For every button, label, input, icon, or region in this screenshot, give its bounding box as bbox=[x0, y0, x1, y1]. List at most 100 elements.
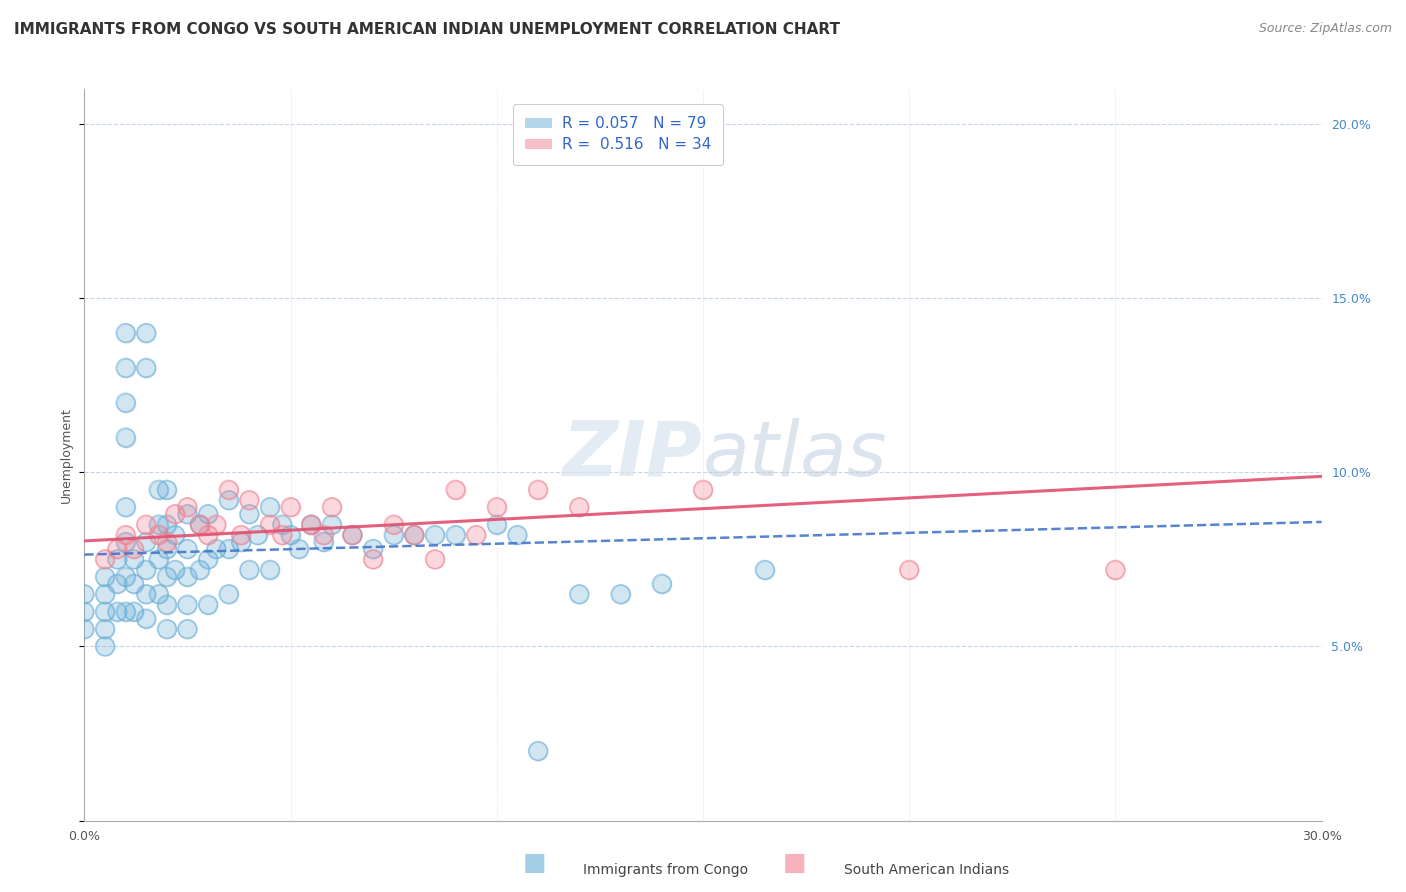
Point bbox=[485, 517, 508, 532]
Point bbox=[105, 552, 128, 566]
Point bbox=[135, 360, 157, 375]
Point bbox=[188, 517, 211, 532]
Point bbox=[176, 507, 198, 521]
Point bbox=[280, 500, 302, 515]
Point bbox=[165, 507, 187, 521]
Point bbox=[259, 517, 281, 532]
Point bbox=[135, 517, 157, 532]
Point bbox=[122, 552, 145, 566]
Point bbox=[148, 552, 170, 566]
Point bbox=[176, 598, 198, 612]
Point bbox=[114, 500, 136, 515]
Text: ZIP: ZIP bbox=[564, 418, 703, 491]
Point bbox=[148, 528, 170, 542]
Point bbox=[246, 528, 269, 542]
Point bbox=[382, 517, 405, 532]
Point bbox=[176, 500, 198, 515]
Point bbox=[94, 605, 117, 619]
Point bbox=[246, 528, 269, 542]
Point bbox=[229, 535, 252, 549]
Point bbox=[165, 507, 187, 521]
Point bbox=[568, 500, 591, 515]
Point bbox=[148, 587, 170, 601]
Point bbox=[114, 605, 136, 619]
Point bbox=[382, 517, 405, 532]
Point bbox=[73, 622, 96, 636]
Point bbox=[754, 563, 776, 577]
Point bbox=[288, 541, 311, 556]
Point bbox=[485, 500, 508, 515]
Point bbox=[122, 605, 145, 619]
Point bbox=[73, 587, 96, 601]
Text: atlas: atlas bbox=[703, 418, 887, 491]
Point bbox=[229, 535, 252, 549]
Point bbox=[114, 360, 136, 375]
Point bbox=[361, 552, 384, 566]
Point bbox=[135, 535, 157, 549]
Point bbox=[321, 500, 343, 515]
Point bbox=[105, 605, 128, 619]
Point bbox=[651, 576, 673, 591]
Point bbox=[444, 483, 467, 497]
Point bbox=[321, 500, 343, 515]
Point bbox=[114, 395, 136, 409]
Point bbox=[271, 528, 294, 542]
Point bbox=[238, 493, 260, 508]
Point bbox=[361, 541, 384, 556]
Y-axis label: Unemployment: Unemployment bbox=[59, 407, 73, 503]
Point bbox=[135, 563, 157, 577]
Point bbox=[148, 517, 170, 532]
Point bbox=[218, 587, 240, 601]
Point bbox=[527, 483, 550, 497]
Point bbox=[280, 500, 302, 515]
Point bbox=[176, 598, 198, 612]
Point bbox=[404, 528, 426, 542]
Point bbox=[114, 326, 136, 340]
Point bbox=[122, 576, 145, 591]
Point bbox=[94, 622, 117, 636]
Point bbox=[135, 535, 157, 549]
Point bbox=[485, 517, 508, 532]
Point bbox=[105, 541, 128, 556]
Point bbox=[205, 517, 228, 532]
Point bbox=[188, 563, 211, 577]
Point bbox=[73, 622, 96, 636]
Point bbox=[135, 326, 157, 340]
Point bbox=[342, 528, 364, 542]
Point bbox=[299, 517, 322, 532]
Text: IMMIGRANTS FROM CONGO VS SOUTH AMERICAN INDIAN UNEMPLOYMENT CORRELATION CHART: IMMIGRANTS FROM CONGO VS SOUTH AMERICAN … bbox=[14, 22, 839, 37]
Point bbox=[188, 563, 211, 577]
Point bbox=[382, 528, 405, 542]
Point bbox=[176, 570, 198, 584]
Point bbox=[156, 517, 179, 532]
Point bbox=[94, 587, 117, 601]
Point bbox=[205, 541, 228, 556]
Point bbox=[156, 598, 179, 612]
Point bbox=[423, 552, 446, 566]
Point bbox=[148, 483, 170, 497]
Point bbox=[1104, 563, 1126, 577]
Point bbox=[361, 541, 384, 556]
Point bbox=[423, 528, 446, 542]
Point bbox=[105, 576, 128, 591]
Point bbox=[651, 576, 673, 591]
Point bbox=[238, 493, 260, 508]
Point bbox=[176, 622, 198, 636]
Point bbox=[148, 517, 170, 532]
Point bbox=[238, 507, 260, 521]
Point bbox=[568, 500, 591, 515]
Point bbox=[165, 528, 187, 542]
Point bbox=[94, 552, 117, 566]
Point bbox=[114, 570, 136, 584]
Point bbox=[271, 528, 294, 542]
Point bbox=[105, 541, 128, 556]
Point bbox=[165, 528, 187, 542]
Point bbox=[271, 517, 294, 532]
Point bbox=[165, 563, 187, 577]
Point bbox=[156, 622, 179, 636]
Point bbox=[197, 552, 219, 566]
Point bbox=[114, 528, 136, 542]
Point bbox=[135, 360, 157, 375]
Point bbox=[122, 605, 145, 619]
Point bbox=[312, 535, 335, 549]
